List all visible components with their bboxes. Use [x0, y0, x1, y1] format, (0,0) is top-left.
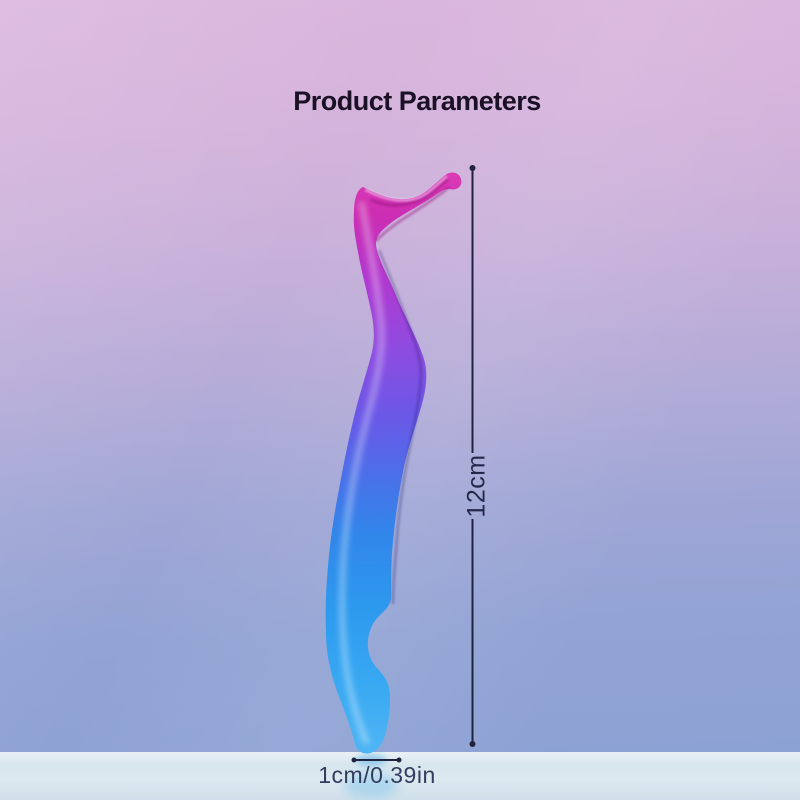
eyelash-applicator-tool [325, 172, 462, 754]
tool-arm-groove [370, 178, 449, 207]
tool-body [325, 172, 462, 754]
measure-endpoint-bottom [469, 741, 476, 747]
tool-arm-shadow [375, 186, 450, 242]
tool-highlight [338, 201, 386, 745]
tool-arm-highlight [364, 175, 448, 202]
width-measure-line [351, 757, 402, 763]
measure-endpoint-right [396, 757, 402, 763]
page-title: Product Parameters [293, 86, 541, 116]
width-dimension-label: 1cm/0.39in [318, 762, 436, 788]
measure-endpoint-top [469, 165, 476, 171]
height-dimension-label: 12cm [462, 454, 491, 518]
measure-endpoint-left [351, 757, 357, 763]
tool-edge-shadow [377, 249, 423, 605]
height-measure-line [469, 165, 476, 747]
